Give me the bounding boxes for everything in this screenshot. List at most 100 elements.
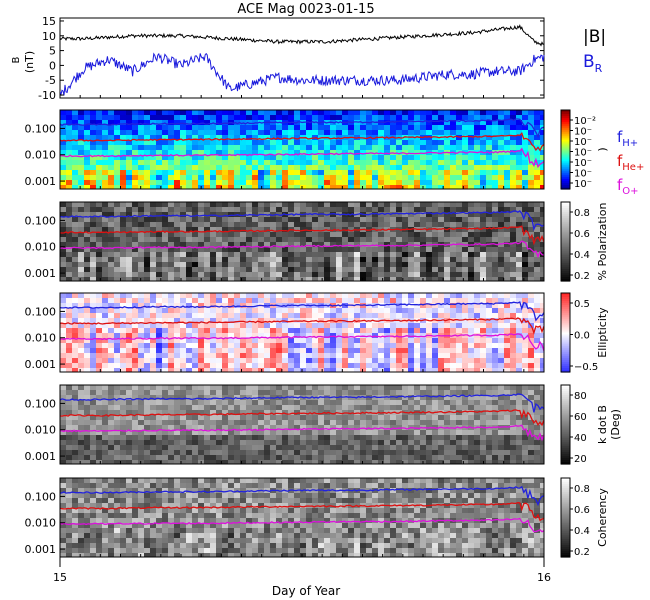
kdotb-oxygen-line (60, 424, 544, 442)
polarization-hydrogen-line (60, 210, 544, 232)
ellipticity-y-tick-label: 0.001 (25, 358, 57, 371)
power-colorbar-tick-label: 10⁻ (574, 148, 592, 159)
power-y-tick-label: 0.100 (25, 122, 57, 135)
x-tick-label-end: 16 (537, 571, 551, 584)
ellipticity-hydrogen-line (60, 301, 544, 322)
power-colorbar-tick-label: 10⁻² (574, 116, 596, 127)
coherency-colorbar-frame (560, 477, 571, 558)
polarization-colorbar-tick-label: 0.4 (574, 250, 590, 261)
power-colorbar-tick-label: 10⁻ (574, 169, 592, 180)
field-series (60, 24, 545, 97)
legend-radial-field: BR (583, 52, 603, 75)
field-line-radial (60, 52, 545, 97)
kdotb-y-tick-label: 0.100 (25, 397, 57, 410)
field-y-label-bottom: (nT) (23, 51, 36, 73)
power-colorbar-tick-label: 10⁻ (574, 127, 592, 138)
kdotb-y-tick-label: 0.010 (25, 424, 57, 437)
legend-hydrogen-label: f (617, 128, 623, 146)
polarization-helium-line (60, 225, 544, 246)
coherency-helium-line (60, 502, 544, 522)
power-colorbar-frame (560, 109, 571, 190)
legend-radial-field-label: B (583, 52, 595, 72)
ellipticity-y-tick-label: 0.100 (25, 305, 57, 318)
coherency-colorbar-tick-label: 0.4 (574, 526, 590, 537)
polarization-colorbar (561, 202, 570, 282)
power-helium-line (60, 131, 544, 152)
power-y-tick-label: 0.001 (25, 175, 57, 188)
kdotb-colorbar-label-1: k dot B (596, 405, 609, 444)
ellipticity-colorbar-frame (560, 292, 571, 373)
coherency-hydrogen-line (60, 485, 544, 507)
field-legend: |B| BR (583, 27, 606, 75)
coherency-oxygen-line (60, 517, 544, 533)
kdotb-hydrogen-line (60, 393, 544, 413)
power-y-tick-label: 0.010 (25, 149, 57, 162)
polarization-y-tick-label: 0.100 (25, 214, 57, 227)
legend-oxygen-label: f (617, 176, 623, 194)
kdotb-colorbar-tick-label: 80 (574, 391, 587, 402)
polarization-colorbar-tick-label: 0.2 (574, 271, 590, 282)
legend-helium: fHe+ (617, 152, 644, 173)
ellipticity-y-tick-label: 0.010 (25, 332, 57, 345)
field-y-tick-label: 5 (49, 45, 56, 58)
legend-oxygen: fO+ (617, 176, 639, 197)
power-oxygen-line (60, 147, 544, 169)
polarization-y-tick-label: 0.010 (25, 241, 57, 254)
power-colorbar-tick-label: 10⁻ (574, 158, 592, 169)
legend-hydrogen-sub: H+ (622, 138, 638, 149)
ellipticity-colorbar (561, 293, 570, 373)
kdotb-colorbar (561, 385, 570, 465)
ellipticity-oxygen-line (60, 333, 544, 352)
legend-total-field: |B| (583, 27, 606, 47)
coherency-colorbar (561, 478, 570, 558)
x-tick-label-start: 15 (53, 571, 67, 584)
polarization-colorbar-frame (560, 201, 571, 282)
species-legend: fH+ fHe+ fO+ (617, 128, 644, 197)
polarization-y-tick-label: 0.001 (25, 267, 57, 280)
legend-hydrogen: fH+ (617, 128, 638, 149)
ellipticity-colorbar-label: Ellipticity (596, 307, 609, 358)
field-line-total (60, 24, 545, 47)
ellipticity-colorbar-tick-label: −0.5 (574, 362, 598, 373)
coherency-y-tick-label: 0.100 (25, 490, 57, 503)
field-y-tick-label: 10 (42, 30, 56, 43)
field-panel-frame (59, 17, 545, 99)
kdotb-spectrogram (60, 385, 544, 464)
power-colorbar-label: ) (596, 147, 609, 151)
power-colorbar-tick-label: 10⁻ (574, 137, 592, 148)
polarization-oxygen-line (60, 240, 544, 259)
coherency-colorbar-tick-label: 0.8 (574, 484, 590, 495)
ellipticity-spectrogram (60, 293, 544, 372)
field-y-tick-label: 15 (42, 15, 56, 28)
legend-radial-field-sub: R (595, 62, 603, 75)
ellipticity-colorbar-tick-label: 0.0 (574, 331, 590, 342)
polarization-colorbar-label: % Polarization (596, 203, 609, 281)
power-hydrogen-line (60, 118, 544, 139)
coherency-y-tick-label: 0.001 (25, 543, 57, 556)
polarization-colorbar-tick-label: 0.8 (574, 208, 590, 219)
polarization-colorbar-tick-label: 0.6 (574, 229, 590, 240)
kdotb-colorbar-tick-label: 40 (574, 433, 587, 444)
power-spectrogram (60, 110, 544, 189)
power-colorbar-tick-label: 10⁻ (574, 179, 592, 190)
field-y-tick-label: -5 (45, 74, 56, 87)
kdotb-colorbar-label-2: (Deg) (609, 409, 622, 440)
chart-title: ACE Mag 0023-01-15 (237, 2, 374, 17)
kdotb-colorbar-tick-label: 20 (574, 454, 587, 465)
ellipticity-colorbar-tick-label: 0.5 (574, 299, 590, 310)
coherency-colorbar-tick-label: 0.2 (574, 547, 590, 558)
kdotb-colorbar-frame (560, 384, 571, 465)
legend-oxygen-sub: O+ (622, 186, 638, 197)
power-colorbar (561, 110, 570, 190)
coherency-colorbar-label: Coherency (596, 488, 609, 547)
coherency-colorbar-tick-label: 0.6 (574, 505, 590, 516)
field-y-tick-label: -10 (38, 89, 56, 102)
field-y-label-top: B (11, 56, 22, 63)
x-axis-label: Day of Year (272, 584, 340, 598)
kdotb-y-tick-label: 0.001 (25, 450, 57, 463)
kdotb-helium-line (60, 409, 544, 427)
coherency-spectrogram (60, 478, 544, 557)
legend-helium-sub: He+ (622, 162, 644, 173)
ellipticity-helium-line (60, 317, 544, 335)
